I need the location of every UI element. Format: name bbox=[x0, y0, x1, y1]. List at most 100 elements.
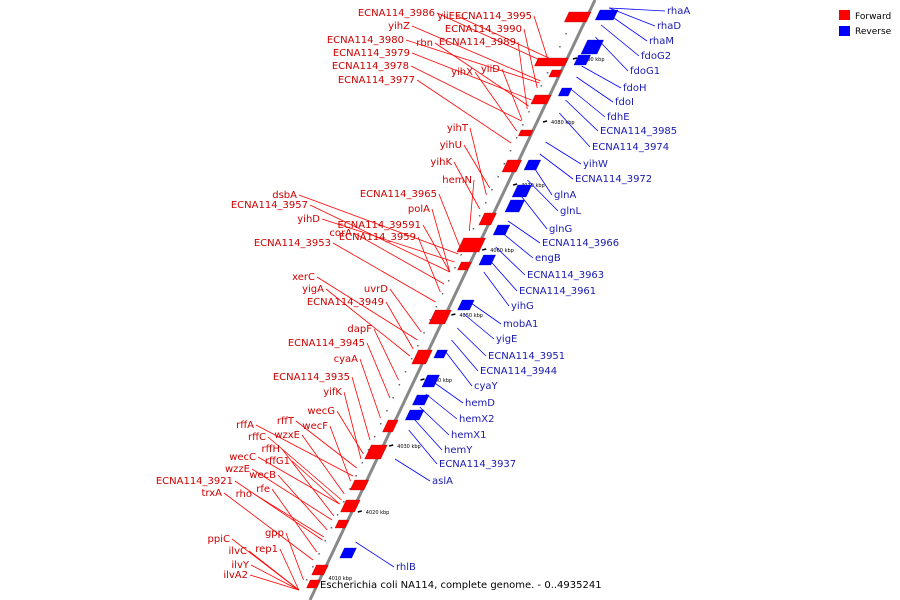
gene-block-forward[interactable] bbox=[548, 69, 563, 78]
gene-label-forward[interactable]: uvrD bbox=[364, 284, 388, 295]
gene-block-forward[interactable] bbox=[518, 129, 534, 137]
gene-block-forward[interactable] bbox=[534, 57, 569, 67]
gene-label-forward[interactable]: wzxE bbox=[274, 430, 300, 441]
gene-label-reverse[interactable]: fdoG1 bbox=[630, 66, 660, 77]
gene-block-reverse[interactable] bbox=[478, 254, 496, 266]
gene-label-forward[interactable]: rep1 bbox=[255, 544, 278, 555]
gene-label-reverse[interactable]: glnA bbox=[554, 190, 576, 201]
gene-label-reverse[interactable]: glnL bbox=[560, 206, 581, 217]
gene-label-reverse[interactable]: fdhE bbox=[607, 112, 630, 123]
gene-label-forward[interactable]: yihZ bbox=[388, 21, 410, 32]
gene-label-reverse[interactable]: fdoG2 bbox=[641, 51, 671, 62]
gene-block-reverse[interactable] bbox=[421, 374, 440, 388]
gene-label-forward[interactable]: ppiC bbox=[208, 534, 230, 545]
gene-label-reverse[interactable]: rhaD bbox=[657, 21, 681, 32]
gene-label-forward[interactable]: rffH bbox=[261, 444, 280, 455]
gene-label-reverse[interactable]: ECNA114_3966 bbox=[542, 238, 619, 249]
gene-label-forward[interactable]: ECNA114_3959 bbox=[339, 232, 416, 243]
gene-label-reverse[interactable]: hemX1 bbox=[451, 430, 486, 441]
gene-block-reverse[interactable] bbox=[573, 54, 591, 66]
gene-label-forward[interactable]: rffA bbox=[236, 420, 254, 431]
gene-block-forward[interactable] bbox=[411, 349, 433, 365]
gene-label-forward[interactable]: ECNA114_3995 bbox=[455, 11, 532, 22]
gene-block-reverse[interactable] bbox=[595, 9, 619, 21]
gene-label-reverse[interactable]: rhlB bbox=[396, 562, 416, 573]
gene-label-forward[interactable]: rho bbox=[236, 489, 252, 500]
gene-block-reverse[interactable] bbox=[433, 349, 448, 359]
gene-label-forward[interactable]: ilvC bbox=[229, 546, 247, 557]
gene-label-reverse[interactable]: ECNA114_3961 bbox=[519, 286, 596, 297]
gene-label-reverse[interactable]: ECNA114_3944 bbox=[480, 366, 557, 377]
gene-label-forward[interactable]: ECNA114_3986 bbox=[358, 8, 435, 19]
gene-block-forward[interactable] bbox=[311, 564, 329, 576]
gene-label-forward[interactable]: yiiE bbox=[437, 11, 455, 22]
gene-label-forward[interactable]: wecF bbox=[302, 421, 328, 432]
gene-block-reverse[interactable] bbox=[504, 199, 525, 213]
gene-label-forward[interactable]: ECNA114_3978 bbox=[332, 61, 409, 72]
gene-label-forward[interactable]: gpp bbox=[265, 528, 284, 539]
gene-label-forward[interactable]: yigA bbox=[302, 284, 324, 295]
gene-block-reverse[interactable] bbox=[339, 547, 357, 559]
gene-label-reverse[interactable]: ECNA114_3951 bbox=[488, 351, 565, 362]
gene-label-forward[interactable]: ECNA114_3990 bbox=[445, 24, 522, 35]
gene-label-forward[interactable]: ECNA114_3979 bbox=[333, 48, 410, 59]
gene-label-forward[interactable]: ECNA114_3953 bbox=[254, 238, 331, 249]
gene-label-forward[interactable]: cyaA bbox=[334, 354, 359, 365]
gene-label-forward[interactable]: ECNA114_3935 bbox=[273, 372, 350, 383]
gene-label-forward[interactable]: ECNA114_3957 bbox=[231, 200, 308, 211]
gene-block-forward[interactable] bbox=[364, 444, 388, 460]
gene-label-forward[interactable]: yihD bbox=[297, 214, 320, 225]
gene-label-reverse[interactable]: hemX2 bbox=[459, 414, 494, 425]
gene-label-reverse[interactable]: ECNA114_3937 bbox=[439, 459, 516, 470]
gene-block-reverse[interactable] bbox=[557, 87, 573, 97]
gene-block-forward[interactable] bbox=[306, 579, 321, 589]
gene-label-forward[interactable]: wecG bbox=[307, 406, 335, 417]
gene-block-reverse[interactable] bbox=[492, 224, 511, 236]
gene-label-forward[interactable]: ECNA114_3989 bbox=[439, 37, 516, 48]
gene-label-reverse[interactable]: fdoH bbox=[623, 83, 647, 94]
gene-label-forward[interactable]: ECNA114_39591 bbox=[337, 220, 421, 231]
gene-label-forward[interactable]: rbn bbox=[416, 38, 433, 49]
gene-label-forward[interactable]: wzzE bbox=[225, 464, 250, 475]
gene-block-forward[interactable] bbox=[564, 11, 592, 23]
gene-block-forward[interactable] bbox=[457, 261, 472, 271]
gene-label-forward[interactable]: ECNA114_3980 bbox=[327, 35, 404, 46]
gene-block-reverse[interactable] bbox=[511, 184, 533, 198]
gene-label-reverse[interactable]: ECNA114_3974 bbox=[592, 142, 669, 153]
gene-label-forward[interactable]: ilvA2 bbox=[223, 570, 248, 581]
gene-label-forward[interactable]: yihK bbox=[430, 157, 452, 168]
gene-label-forward[interactable]: polA bbox=[408, 204, 430, 215]
gene-label-forward[interactable]: wecB bbox=[249, 470, 276, 481]
gene-label-forward[interactable]: dsbA bbox=[272, 190, 297, 201]
gene-label-forward[interactable]: ilvY bbox=[231, 560, 249, 571]
gene-block-forward[interactable] bbox=[349, 479, 369, 491]
gene-label-reverse[interactable]: cyaY bbox=[474, 381, 499, 392]
gene-block-reverse[interactable] bbox=[405, 409, 425, 421]
gene-label-reverse[interactable]: ECNA114_3972 bbox=[575, 174, 652, 185]
gene-label-forward[interactable]: xerC bbox=[292, 272, 315, 283]
gene-label-reverse[interactable]: engB bbox=[535, 253, 561, 264]
gene-label-forward[interactable]: rfe bbox=[256, 484, 270, 495]
gene-label-reverse[interactable]: rhaA bbox=[667, 6, 690, 17]
gene-label-forward[interactable]: yifK bbox=[323, 387, 342, 398]
gene-label-reverse[interactable]: rhaM bbox=[649, 36, 674, 47]
gene-label-forward[interactable]: hemN bbox=[442, 175, 472, 186]
gene-label-forward[interactable]: ECNA114_3965 bbox=[360, 189, 437, 200]
gene-label-forward[interactable]: rffG1 bbox=[265, 456, 290, 467]
gene-block-forward[interactable] bbox=[334, 519, 350, 529]
gene-label-reverse[interactable]: ECNA114_3985 bbox=[600, 126, 677, 137]
gene-label-forward[interactable]: ECNA114_3921 bbox=[156, 476, 233, 487]
gene-label-reverse[interactable]: fdoI bbox=[615, 97, 634, 108]
gene-block-forward[interactable] bbox=[478, 212, 497, 226]
gene-block-reverse[interactable] bbox=[580, 39, 604, 55]
gene-label-reverse[interactable]: aslA bbox=[432, 476, 453, 487]
gene-label-forward[interactable]: yihU bbox=[440, 140, 462, 151]
gene-label-reverse[interactable]: yigE bbox=[496, 334, 517, 345]
gene-block-forward[interactable] bbox=[382, 419, 399, 433]
gene-label-forward[interactable]: trxA bbox=[201, 488, 222, 499]
gene-label-forward[interactable]: rffT bbox=[277, 416, 295, 427]
gene-label-forward[interactable]: ECNA114_3949 bbox=[307, 297, 384, 308]
gene-label-forward[interactable]: corA bbox=[329, 228, 352, 239]
gene-block-forward[interactable] bbox=[456, 237, 486, 253]
gene-label-reverse[interactable]: ECNA114_3963 bbox=[527, 270, 604, 281]
